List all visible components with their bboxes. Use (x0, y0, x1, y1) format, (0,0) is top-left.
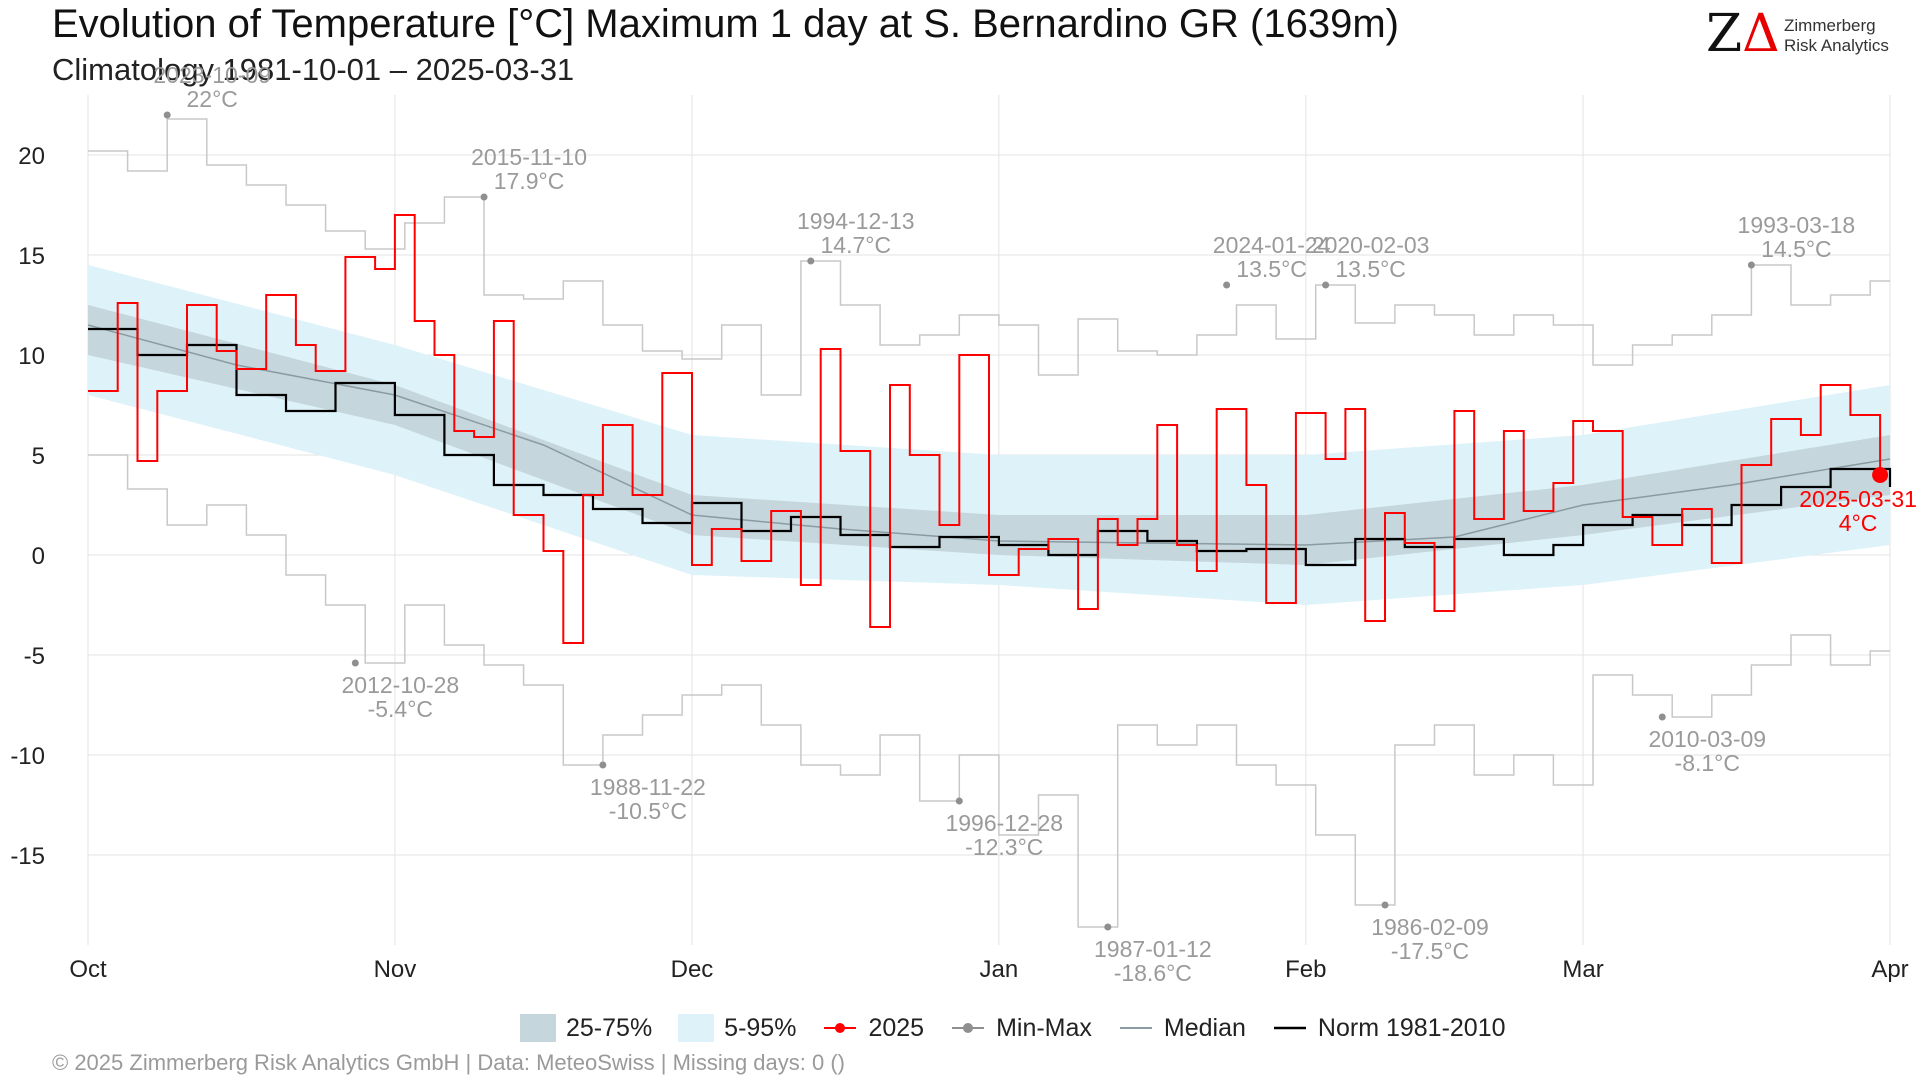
legend-swatch-median (1118, 1014, 1154, 1042)
extreme-point (351, 659, 359, 667)
extreme-value-label: 13.5°C (1236, 256, 1307, 282)
extreme-value-label: 17.9°C (494, 168, 565, 194)
y-tick-label: 5 (32, 443, 45, 470)
min-line (88, 454, 1890, 928)
extreme-point (1381, 901, 1389, 909)
current-point (1872, 467, 1889, 483)
logo-mark: ZΔ (1706, 4, 1780, 64)
y-tick-label: -5 (24, 643, 45, 670)
legend-label-25-75: 25-75% (566, 1013, 653, 1042)
legend-marker-minmax (952, 1023, 985, 1033)
legend-swatch-5-95 (678, 1014, 715, 1042)
legend-item-5-95: 5-95% (678, 1014, 796, 1043)
chart-subtitle: Climatology 1981-10-01 – 2025-03-31 (52, 52, 575, 87)
extreme-point (1322, 281, 1330, 289)
legend-item-norm: Norm 1981-2010 (1272, 1014, 1506, 1043)
axis-label-layer: -15 -10 -5 0 5 10 15 20 Oct Nov Dec Jan Feb Mar Apr (10, 143, 1908, 983)
y-tick-label: -15 (10, 843, 45, 870)
legend-marker-norm (1273, 1026, 1306, 1030)
extreme-point (1658, 713, 1666, 721)
legend-item-2025: 2025 (822, 1014, 924, 1043)
legend-marker-median (1119, 1027, 1152, 1029)
extreme-value-label: -8.1°C (1675, 750, 1740, 776)
legend-swatch-2025 (822, 1014, 858, 1042)
legend-swatch-minmax (950, 1014, 986, 1042)
extreme-point (480, 193, 488, 201)
y-tick-label: 20 (18, 143, 45, 170)
extreme-date-label: 2024-01-24 (1213, 232, 1331, 258)
band-layer (88, 265, 1890, 605)
extreme-point (1104, 923, 1112, 931)
x-tick-label: Jan (980, 956, 1019, 983)
extreme-date-label: 1994-12-13 (797, 208, 915, 234)
extreme-date-label: 2010-03-09 (1648, 726, 1766, 752)
extreme-date-label: 1996-12-28 (945, 810, 1063, 836)
legend-swatch-25-75 (520, 1014, 556, 1042)
norm-line (88, 327, 1892, 567)
current-year-line (88, 214, 1882, 644)
extreme-value-label: 14.7°C (820, 232, 891, 258)
extreme-value-label: -17.5°C (1391, 938, 1469, 964)
legend-label-minmax: Min-Max (996, 1013, 1092, 1042)
band-25-75 (88, 305, 1890, 565)
extreme-point (807, 257, 815, 265)
extreme-date-label: 1987-01-12 (1094, 936, 1212, 962)
logo-name: Zimmerberg Risk Analytics (1784, 16, 1889, 56)
legend-marker-2025 (824, 1023, 857, 1033)
legend-label-2025: 2025 (868, 1013, 925, 1042)
x-tick-label: Nov (374, 956, 417, 983)
current-date-label: 2025-03-31 (1799, 486, 1917, 512)
x-tick-label: Feb (1285, 956, 1326, 983)
legend-swatch-norm (1272, 1014, 1308, 1042)
legend-item-25-75: 25-75% (520, 1014, 652, 1043)
max-line (88, 118, 1890, 396)
extreme-point (163, 111, 171, 119)
logo-line1: Zimmerberg (1784, 16, 1876, 35)
legend-item-minmax: Min-Max (950, 1014, 1092, 1043)
legend-item-median: Median (1118, 1014, 1246, 1043)
y-tick-label: 10 (18, 343, 45, 370)
minmax-layer (88, 118, 1890, 928)
current-layer: 2025-03-314°C (88, 214, 1917, 644)
norm-layer (88, 327, 1892, 567)
footer-credit: © 2025 Zimmerberg Risk Analytics GmbH | … (52, 1050, 845, 1075)
extreme-date-label: 2023-10-09 (153, 62, 271, 88)
x-tick-label: Apr (1871, 956, 1908, 983)
extreme-date-label: 2020-02-03 (1312, 232, 1430, 258)
logo: ZΔ Zimmerberg Risk Analytics (1706, 4, 1906, 64)
extreme-point (955, 797, 963, 805)
current-value-label: 4°C (1839, 510, 1878, 536)
extreme-value-label: -12.3°C (965, 834, 1043, 860)
extreme-value-label: 13.5°C (1335, 256, 1406, 282)
chart-title: Evolution of Temperature [°C] Maximum 1 … (52, 2, 1399, 46)
extreme-date-label: 1988-11-22 (590, 774, 706, 800)
extreme-value-label: -5.4°C (368, 696, 433, 722)
extreme-point (1747, 261, 1755, 269)
extreme-date-label: 1986-02-09 (1371, 914, 1489, 940)
legend-label-norm: Norm 1981-2010 (1317, 1013, 1506, 1042)
logo-delta: Δ (1742, 4, 1780, 64)
x-tick-label: Dec (671, 956, 714, 983)
y-tick-label: 0 (32, 543, 45, 570)
legend: 25-75% 5-95% 2025 Min-Max Median Norm 19… (520, 1013, 1532, 1043)
x-tick-label: Mar (1562, 956, 1603, 983)
legend-label-5-95: 5-95% (724, 1013, 797, 1042)
extreme-point (1223, 281, 1231, 289)
extreme-date-label: 1993-03-18 (1738, 212, 1856, 238)
extreme-date-label: 2015-11-10 (471, 144, 587, 170)
y-tick-label: 15 (18, 243, 45, 270)
extreme-value-label: -10.5°C (609, 798, 687, 824)
logo-z: Z (1706, 4, 1743, 64)
extreme-value-label: -18.6°C (1114, 960, 1192, 986)
x-tick-label: Oct (69, 956, 107, 983)
logo-line2: Risk Analytics (1784, 36, 1889, 55)
y-tick-label: -10 (10, 743, 45, 770)
extreme-point (599, 761, 607, 769)
extreme-value-label: 22°C (187, 86, 238, 112)
extreme-value-label: 14.5°C (1761, 236, 1832, 262)
legend-label-median: Median (1163, 1013, 1246, 1042)
extreme-date-label: 2012-10-28 (342, 672, 460, 698)
